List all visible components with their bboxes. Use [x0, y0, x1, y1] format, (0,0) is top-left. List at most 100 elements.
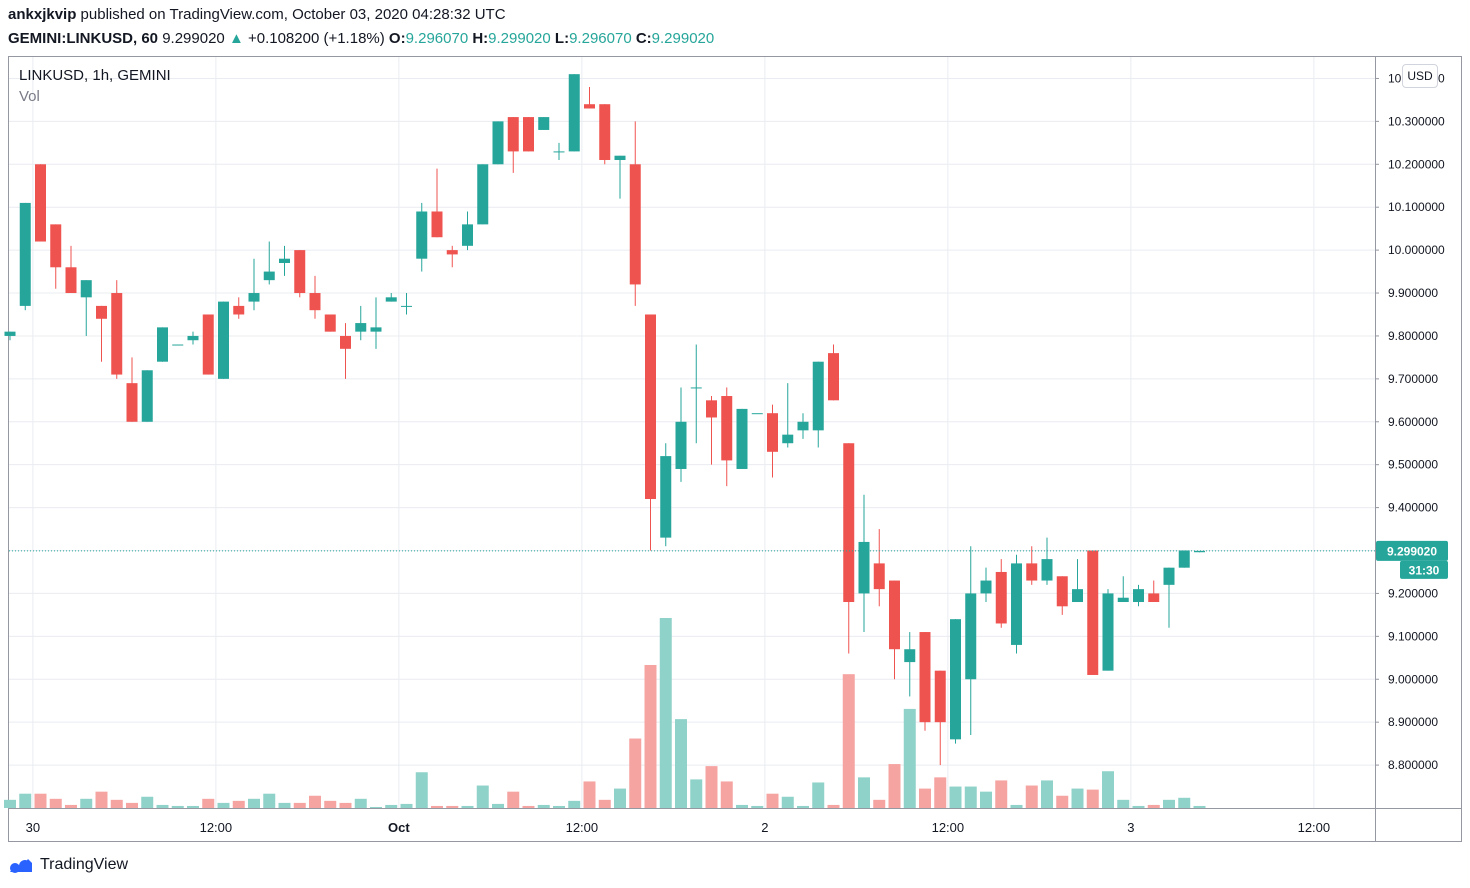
candle-body[interactable]: [340, 335, 351, 349]
volume-bar: [827, 804, 840, 808]
candle-body[interactable]: [767, 413, 778, 452]
candle-body[interactable]: [843, 443, 855, 603]
candle-body[interactable]: [736, 408, 748, 469]
candle-body[interactable]: [462, 224, 473, 246]
candle-body[interactable]: [645, 314, 656, 500]
candle-body[interactable]: [157, 327, 168, 362]
candle-body[interactable]: [858, 541, 870, 594]
candle-body[interactable]: [1194, 550, 1205, 553]
candle-body[interactable]: [202, 314, 214, 375]
candle-body[interactable]: [309, 293, 321, 311]
price-tick-label: 9.000000: [1388, 672, 1438, 686]
candle-body[interactable]: [904, 649, 916, 663]
tradingview-logo[interactable]: TradingView: [8, 852, 128, 878]
candle-body[interactable]: [721, 396, 733, 461]
candle-body[interactable]: [690, 387, 702, 389]
candle-body[interactable]: [812, 361, 824, 431]
candle-body[interactable]: [370, 327, 382, 332]
legend-symbol[interactable]: LINKUSD, 1h, GEMINI: [19, 67, 171, 84]
publisher-username[interactable]: ankxjkvip: [8, 6, 77, 23]
volume-bar: [370, 806, 382, 808]
candle-body[interactable]: [324, 314, 336, 332]
candle-body[interactable]: [1148, 593, 1160, 603]
candle-body[interactable]: [1041, 559, 1053, 581]
candle-body[interactable]: [1072, 589, 1083, 603]
price-tick-label: 8.800000: [1388, 758, 1438, 772]
candle-body[interactable]: [507, 117, 519, 152]
candle-body[interactable]: [111, 293, 123, 375]
candle-body[interactable]: [1087, 550, 1099, 675]
candle-body[interactable]: [675, 421, 687, 469]
volume-bar: [217, 802, 230, 808]
candle-body[interactable]: [218, 301, 229, 379]
candle-body[interactable]: [19, 202, 31, 306]
candle-body[interactable]: [416, 211, 428, 259]
candle-body[interactable]: [446, 250, 458, 255]
candle-body[interactable]: [431, 211, 443, 238]
candle-body[interactable]: [599, 104, 611, 160]
candle-body[interactable]: [1163, 567, 1175, 585]
candle-body[interactable]: [4, 331, 16, 336]
candle-body[interactable]: [279, 258, 290, 263]
candle-body[interactable]: [919, 632, 931, 723]
price-tick-label: 9.200000: [1388, 586, 1438, 600]
candle-body[interactable]: [706, 400, 717, 418]
candle-body[interactable]: [995, 571, 1007, 624]
candle-body[interactable]: [385, 297, 397, 302]
candle-body[interactable]: [1117, 597, 1129, 603]
candle-body[interactable]: [141, 370, 153, 422]
candle-body[interactable]: [172, 344, 184, 346]
candle-body[interactable]: [294, 250, 306, 294]
candle-body[interactable]: [629, 164, 641, 285]
candle-body[interactable]: [1178, 550, 1190, 568]
candle-body[interactable]: [50, 224, 62, 268]
close-value: 9.299020: [651, 30, 715, 47]
candle-body[interactable]: [492, 121, 504, 165]
candle-body[interactable]: [65, 267, 77, 294]
chart-frame[interactable]: [8, 56, 1462, 842]
candle-body[interactable]: [1102, 593, 1114, 671]
candle-body[interactable]: [523, 117, 534, 152]
candle-body[interactable]: [1026, 563, 1038, 581]
candle-body[interactable]: [751, 413, 763, 415]
candle-body[interactable]: [477, 164, 489, 225]
volume-bar: [385, 804, 398, 808]
volume-bar: [171, 805, 184, 808]
candle-body[interactable]: [797, 421, 809, 431]
candle-body[interactable]: [568, 74, 580, 152]
candle-body[interactable]: [187, 335, 199, 341]
candle-body[interactable]: [828, 353, 839, 401]
candle-body[interactable]: [233, 305, 245, 315]
candle-body[interactable]: [401, 305, 412, 307]
volume-bar: [858, 777, 870, 808]
volume-bar: [553, 805, 565, 808]
candle-body[interactable]: [1056, 576, 1068, 607]
candle-body[interactable]: [965, 593, 977, 680]
candle-body[interactable]: [80, 280, 92, 298]
volume-bar: [1056, 795, 1069, 808]
candle-body[interactable]: [96, 305, 107, 319]
candle-body[interactable]: [934, 670, 946, 723]
candle-body[interactable]: [980, 580, 992, 594]
legend-volume[interactable]: Vol: [19, 88, 40, 105]
candle-body[interactable]: [614, 155, 626, 160]
currency-button[interactable]: USD: [1402, 64, 1438, 88]
candle-body[interactable]: [126, 383, 138, 422]
up-arrow-icon: ▲: [228, 30, 244, 47]
candle-body[interactable]: [248, 293, 260, 302]
candle-body[interactable]: [1133, 589, 1144, 603]
candle-body[interactable]: [553, 151, 565, 153]
candle-body[interactable]: [1011, 563, 1022, 645]
candle-body[interactable]: [660, 456, 672, 538]
candle-body[interactable]: [950, 619, 961, 740]
candle-body[interactable]: [584, 104, 595, 109]
candle-body[interactable]: [889, 580, 900, 650]
volume-bar: [1025, 785, 1038, 808]
candle-body[interactable]: [263, 271, 275, 281]
candle-body[interactable]: [873, 563, 885, 590]
candle-body[interactable]: [782, 434, 794, 444]
candle-body[interactable]: [538, 117, 550, 130]
candle-body[interactable]: [355, 323, 367, 332]
candle-body[interactable]: [35, 164, 46, 242]
